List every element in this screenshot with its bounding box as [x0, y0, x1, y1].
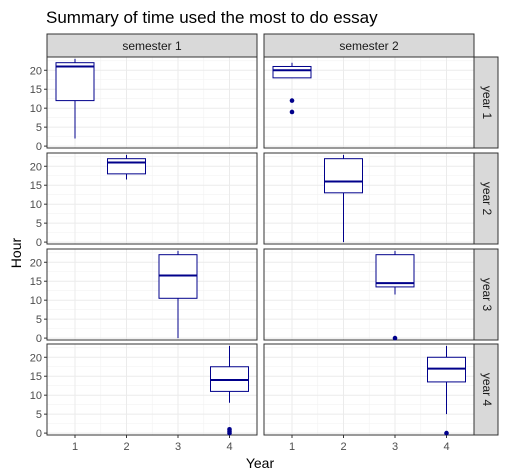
- y-tick-label: 5: [36, 314, 42, 326]
- outlier-point: [392, 335, 398, 341]
- facet-strip-col-label: semester 2: [339, 39, 399, 53]
- outlier-point: [227, 427, 232, 432]
- panel-border: [46, 152, 258, 245]
- panel-border: [263, 152, 475, 245]
- y-tick-label: 5: [36, 218, 42, 230]
- x-tick-label: 3: [392, 441, 398, 453]
- y-tick-label: 20: [30, 65, 42, 77]
- box: [107, 158, 146, 175]
- facet-panels: semester 1 semester 2 year 1 year 2 year 3 ye…: [30, 33, 499, 453]
- y-tick-label: 5: [36, 122, 42, 134]
- panel-border: [46, 248, 258, 341]
- y-tick-label: 10: [30, 390, 42, 402]
- facet-strip-row-label: year 3: [480, 278, 494, 312]
- facet-strip-row-label: year 1: [480, 86, 494, 120]
- facet-strip-row-label: year 4: [480, 373, 494, 407]
- x-tick-label: 2: [340, 441, 346, 453]
- y-tick-label: 5: [36, 409, 42, 421]
- panel-border: [263, 56, 475, 149]
- chart-title: Summary of time used the most to do essa…: [46, 8, 378, 27]
- panel-border: [46, 343, 258, 436]
- box: [324, 158, 363, 194]
- panel-border: [263, 248, 475, 341]
- y-tick-label: 10: [30, 103, 42, 115]
- panel-border: [46, 56, 258, 149]
- x-tick-label: 2: [123, 441, 129, 453]
- y-axis-label: Hour: [8, 237, 24, 268]
- x-tick-label: 4: [443, 441, 449, 453]
- y-tick-label: 15: [30, 371, 42, 383]
- y-tick-label: 20: [30, 352, 42, 364]
- facet-strip-row: [473, 56, 499, 149]
- y-tick-label: 0: [36, 141, 42, 153]
- facet-strip-row-label: year 2: [480, 182, 494, 216]
- outlier-point: [289, 109, 295, 115]
- y-tick-label: 20: [30, 257, 42, 269]
- outlier-point: [289, 98, 295, 103]
- y-tick-label: 15: [30, 180, 42, 192]
- box: [55, 62, 95, 102]
- x-tick-label: 1: [289, 441, 295, 453]
- x-tick-label: 3: [175, 441, 181, 453]
- facet-strip-row: [473, 248, 499, 341]
- x-tick-label: 1: [72, 441, 78, 453]
- y-tick-label: 10: [30, 199, 42, 211]
- y-tick-label: 15: [30, 276, 42, 288]
- y-tick-label: 20: [30, 161, 42, 173]
- box: [375, 254, 415, 288]
- box: [272, 65, 312, 79]
- outlier-point: [444, 430, 449, 436]
- facet-strip-row: [473, 343, 499, 436]
- y-tick-label: 10: [30, 295, 42, 307]
- y-tick-label: 0: [36, 333, 42, 345]
- y-tick-label: 15: [30, 84, 42, 96]
- panel-border: [263, 343, 475, 436]
- y-tick-label: 0: [36, 428, 42, 440]
- y-tick-label: 0: [36, 237, 42, 249]
- x-axis-label: Year: [246, 455, 275, 471]
- x-tick-label: 4: [226, 441, 232, 453]
- facet-strip-col-label: semester 1: [122, 39, 182, 53]
